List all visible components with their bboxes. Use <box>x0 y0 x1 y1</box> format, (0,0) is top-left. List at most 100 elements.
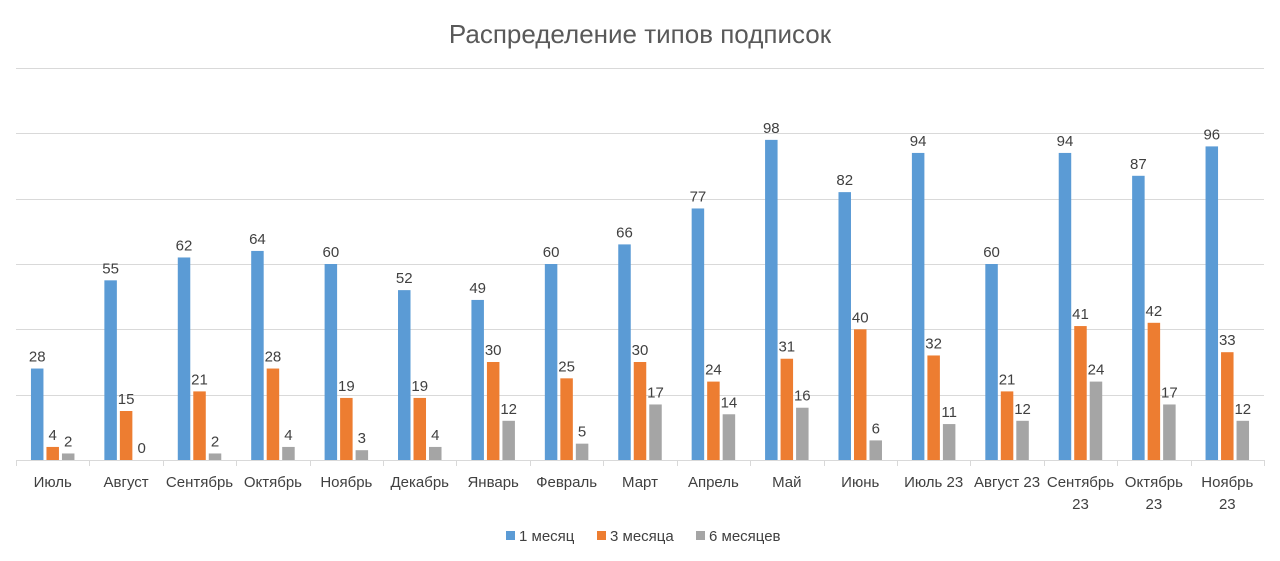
bar <box>282 446 295 460</box>
bar <box>486 362 500 460</box>
x-tick-label: Август 23 <box>974 474 1040 491</box>
bar <box>911 152 925 460</box>
bar <box>927 355 940 460</box>
bar <box>340 397 353 460</box>
x-tick-label: Июнь <box>841 474 879 491</box>
bar <box>707 381 720 460</box>
bar <box>618 244 631 460</box>
bar <box>502 420 515 460</box>
bar <box>633 362 647 460</box>
bar <box>266 368 280 460</box>
legend-label: 1 месяц <box>519 528 575 545</box>
bar <box>1058 152 1072 460</box>
x-tick-label: 23 <box>1146 496 1163 513</box>
data-label: 21 <box>999 371 1016 388</box>
gridlines <box>16 68 1264 396</box>
bar <box>1089 381 1103 460</box>
data-label: 14 <box>721 394 738 411</box>
data-label: 24 <box>705 362 722 379</box>
data-label: 17 <box>1161 384 1178 401</box>
bar <box>1016 420 1029 460</box>
data-label: 31 <box>778 339 795 356</box>
bar <box>722 414 736 460</box>
x-tick-label: Март <box>622 474 658 491</box>
data-label: 19 <box>338 378 355 395</box>
x-tick-label: Октябрь <box>1125 474 1183 491</box>
bar <box>575 443 589 460</box>
x-tick-label: 23 <box>1219 496 1236 513</box>
data-label: 28 <box>29 349 46 366</box>
bar <box>1205 146 1219 460</box>
bar <box>208 453 222 460</box>
data-label: 25 <box>558 358 575 375</box>
bar <box>193 391 206 460</box>
data-label: 49 <box>469 280 486 297</box>
bar <box>398 290 411 460</box>
bar <box>324 264 338 460</box>
bar <box>429 446 442 460</box>
bar <box>251 250 264 460</box>
x-tick-label: Июль <box>34 474 72 491</box>
data-label: 62 <box>176 237 193 254</box>
bar <box>544 264 558 460</box>
data-label: 0 <box>137 440 145 457</box>
x-axis: Июль Август Сентябрь Октябрь Ноябрь Декабрь Ян… <box>16 460 1265 513</box>
legend-swatch <box>506 531 515 540</box>
legend-label: 3 месяца <box>610 528 674 545</box>
data-label: 52 <box>396 270 413 287</box>
bar <box>985 264 998 460</box>
data-label: 28 <box>265 349 282 366</box>
bar <box>471 299 484 460</box>
data-label: 94 <box>910 133 927 150</box>
chart-title: Распределение типов подписок <box>449 19 832 49</box>
bar <box>780 358 794 460</box>
x-tick-label: Январь <box>467 474 519 491</box>
x-tick-label: Апрель <box>688 474 739 491</box>
bar <box>61 453 75 460</box>
data-label: 24 <box>1088 362 1105 379</box>
bar <box>560 378 573 460</box>
data-label: 55 <box>102 260 119 277</box>
data-label: 77 <box>690 188 707 205</box>
x-tick-label: Октябрь <box>244 474 302 491</box>
data-label: 21 <box>191 371 208 388</box>
bar <box>649 404 662 460</box>
data-label: 82 <box>836 172 853 189</box>
bar <box>104 280 117 460</box>
data-label: 12 <box>1234 401 1251 418</box>
bar <box>119 411 133 460</box>
bar <box>838 192 851 460</box>
data-label: 12 <box>1014 401 1031 418</box>
data-label: 96 <box>1203 126 1220 143</box>
data-label: 30 <box>485 342 502 359</box>
legend-swatch <box>696 531 705 540</box>
bar <box>853 329 867 460</box>
bar <box>1221 352 1234 460</box>
x-tick-label: Май <box>772 474 801 491</box>
data-label: 19 <box>411 378 428 395</box>
data-label: 94 <box>1057 133 1074 150</box>
data-label: 2 <box>211 433 219 450</box>
data-label: 98 <box>763 120 780 137</box>
bar <box>1000 391 1014 460</box>
data-label: 42 <box>1146 303 1163 320</box>
data-label: 2 <box>64 433 72 450</box>
data-label: 16 <box>794 388 811 405</box>
x-tick-label: Сентябрь <box>166 474 233 491</box>
data-label: 41 <box>1072 306 1089 323</box>
x-tick-label: 23 <box>1072 496 1089 513</box>
data-label: 17 <box>647 384 664 401</box>
bar <box>869 440 882 460</box>
data-label: 66 <box>616 224 633 241</box>
bar <box>46 446 59 460</box>
x-tick-label: Сентябрь <box>1047 474 1114 491</box>
data-label: 60 <box>543 244 560 261</box>
x-tick-label: Февраль <box>536 474 597 491</box>
bar <box>942 424 956 460</box>
data-label: 15 <box>118 391 135 408</box>
bar <box>1236 420 1250 460</box>
legend: 1 месяц 3 месяца 6 месяцев <box>506 528 781 545</box>
